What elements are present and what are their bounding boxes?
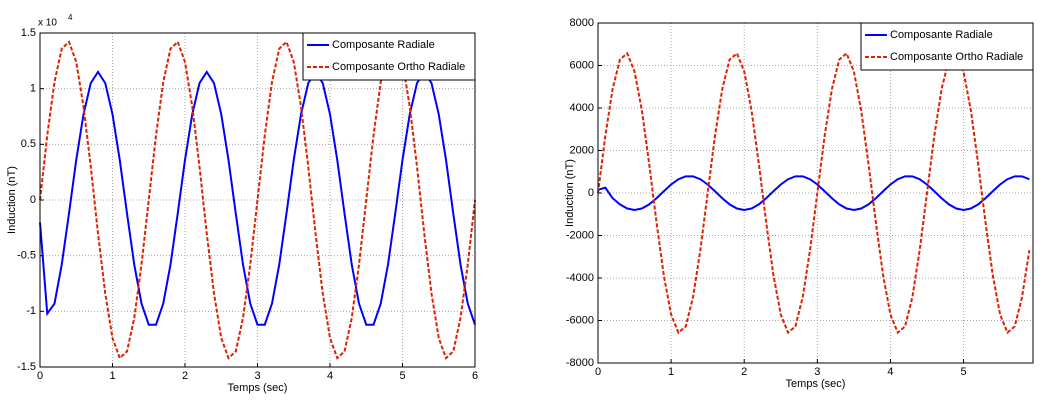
axes-frame — [597, 22, 1034, 364]
x-tick-label: 2 — [182, 370, 188, 382]
x-tick-label: 5 — [960, 366, 966, 378]
x-tick-label: 5 — [399, 370, 405, 382]
legend-label: Composante Radiale — [332, 39, 435, 51]
y-tick-label: -4000 — [566, 272, 594, 284]
y-tick-label: 0 — [30, 194, 36, 206]
y-tick-label: 1.5 — [21, 27, 36, 39]
y-axis-label: Induction (nT) — [564, 159, 576, 227]
legend-label: Composante Radiale — [890, 29, 993, 41]
y-tick-label: -6000 — [566, 314, 594, 326]
y-tick-label: -1.5 — [17, 361, 36, 373]
data-line — [597, 175, 1030, 212]
x-tick-label: 4 — [887, 366, 893, 378]
x-axis-label: Temps (sec) — [228, 382, 288, 394]
legend-box — [302, 32, 476, 81]
y-tick-label: 0.5 — [21, 138, 36, 150]
x-tick-label: 4 — [327, 370, 333, 382]
x-tick-label: 1 — [109, 370, 115, 382]
legend-label: Composante Ortho Radiale — [890, 51, 1023, 63]
x-tick-label: 2 — [741, 366, 747, 378]
y-tick-label: 6000 — [570, 59, 594, 71]
x-tick-label: 3 — [254, 370, 260, 382]
x-tick-label: 1 — [668, 366, 674, 378]
data-line — [39, 70, 476, 326]
x-tick-label: 0 — [37, 370, 43, 382]
legend-box — [860, 22, 1034, 71]
y-tick-label: 8000 — [570, 17, 594, 29]
y-tick-label: 1 — [30, 83, 36, 95]
y-axis-label: Induction (nT) — [6, 166, 18, 234]
axis-multiplier: x 10 — [38, 18, 57, 29]
y-tick-label: 2000 — [570, 144, 594, 156]
y-tick-label: -1 — [26, 305, 36, 317]
y-tick-label: -0.5 — [17, 250, 36, 262]
y-tick-label: -2000 — [566, 229, 594, 241]
axis-multiplier-exponent: 4 — [68, 13, 73, 22]
y-tick-label: 0 — [588, 187, 594, 199]
x-tick-label: 6 — [472, 370, 478, 382]
x-tick-label: 0 — [595, 366, 601, 378]
axes-frame — [39, 32, 476, 368]
x-axis-label: Temps (sec) — [786, 378, 846, 390]
y-tick-label: 4000 — [570, 102, 594, 114]
legend-label: Composante Ortho Radiale — [332, 61, 465, 73]
y-tick-label: -8000 — [566, 357, 594, 369]
x-tick-label: 3 — [814, 366, 820, 378]
